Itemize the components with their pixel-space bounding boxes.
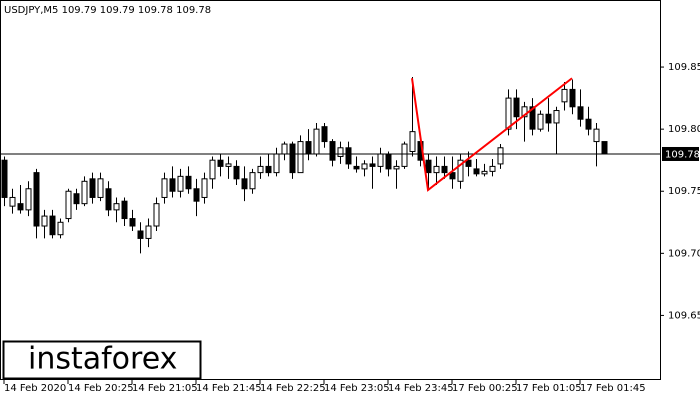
- candle-body: [553, 110, 560, 124]
- candle-body: [289, 143, 296, 174]
- candle-body: [401, 143, 408, 167]
- candle-body: [305, 141, 312, 155]
- candle-body: [361, 163, 368, 170]
- candle-body: [385, 153, 392, 170]
- candle-body: [249, 172, 256, 190]
- candle-body: [585, 118, 592, 130]
- candle-body: [57, 221, 64, 236]
- candle-body: [265, 165, 272, 174]
- y-tick-label: 109.70: [668, 248, 700, 259]
- x-tick-label: 17 Feb 01:05: [516, 383, 582, 394]
- candle-body: [153, 203, 160, 227]
- candle-body: [433, 165, 440, 174]
- candle-body: [281, 143, 288, 155]
- candle-body: [529, 106, 536, 130]
- candle-body: [25, 188, 32, 211]
- candle-body: [577, 106, 584, 120]
- candle-body: [177, 175, 184, 192]
- candle-body: [241, 178, 248, 190]
- candle-body: [97, 178, 104, 198]
- y-tick-label: 109.65: [668, 310, 700, 321]
- candle-body: [161, 178, 168, 198]
- candle-body: [81, 180, 88, 205]
- candle-body: [33, 172, 40, 227]
- candle-body: [73, 193, 80, 205]
- x-tick-label: 14 Feb 21:45: [196, 383, 262, 394]
- candle-body: [449, 172, 456, 180]
- candle-body: [105, 188, 112, 211]
- x-tick-label: 17 Feb 01:45: [580, 383, 646, 394]
- candle-body: [65, 190, 72, 220]
- candle-body: [489, 165, 496, 172]
- candle-body: [561, 88, 568, 103]
- candle-body: [201, 178, 208, 198]
- candle-body: [321, 126, 328, 143]
- candle-body: [329, 141, 336, 161]
- candle-body: [113, 203, 120, 211]
- candle-body: [313, 128, 320, 155]
- candle-body: [393, 165, 400, 170]
- candle-body: [137, 230, 144, 239]
- candle-body: [473, 168, 480, 175]
- watermark: instaforex: [28, 342, 177, 377]
- candle-body: [497, 147, 504, 165]
- candle-body: [193, 188, 200, 202]
- candle-body: [377, 153, 384, 167]
- candle-body: [41, 215, 48, 227]
- candle-body: [513, 97, 520, 118]
- candle-body: [225, 163, 232, 167]
- candle-body: [185, 175, 192, 190]
- watermark-box: [2, 340, 202, 380]
- current-price-label: 109.78: [665, 149, 700, 160]
- candle-body: [9, 196, 16, 207]
- candle-body: [505, 97, 512, 130]
- y-tick-label: 109.75: [668, 186, 700, 197]
- candle-body: [409, 131, 416, 153]
- x-tick-label: 14 Feb 2020: [4, 383, 66, 394]
- candle-body: [233, 165, 240, 180]
- candle-body: [297, 141, 304, 174]
- chart-title: USDJPY,M5 109.79 109.79 109.78 109.78: [4, 5, 211, 16]
- candle-body: [369, 163, 376, 167]
- pattern-line: [411, 77, 573, 192]
- candle-body: [481, 170, 488, 175]
- candle-body: [593, 128, 600, 143]
- candle-body: [121, 200, 128, 220]
- candle-body: [457, 159, 464, 182]
- x-tick-label: 14 Feb 22:25: [260, 383, 326, 394]
- candle-body: [465, 159, 472, 167]
- candle-body: [569, 88, 576, 108]
- candle-body: [209, 159, 216, 180]
- x-tick-label: 14 Feb 20:25: [68, 383, 134, 394]
- current-price-box: [662, 146, 699, 161]
- x-tick-label: 17 Feb 00:25: [452, 383, 518, 394]
- candle-body: [521, 106, 528, 118]
- x-tick-label: 14 Feb 23:45: [388, 383, 454, 394]
- y-tick-label: 109.85: [668, 62, 700, 73]
- candle-body: [1, 159, 8, 198]
- candle-body: [425, 159, 432, 174]
- candle-body: [89, 178, 96, 198]
- candle-body: [257, 165, 264, 174]
- candle-body: [17, 203, 24, 211]
- candle-body: [49, 215, 56, 236]
- candle-body: [441, 165, 448, 174]
- candle-body: [169, 178, 176, 192]
- y-tick-label: 109.80: [668, 124, 700, 135]
- x-tick-label: 14 Feb 21:05: [132, 383, 198, 394]
- candle-body: [129, 218, 136, 227]
- candle-body: [601, 141, 608, 155]
- candle-body: [217, 159, 224, 167]
- candle-body: [537, 113, 544, 130]
- candle-body: [545, 113, 552, 124]
- candle-body: [145, 225, 152, 239]
- candle-body: [353, 165, 360, 170]
- candle-body: [345, 147, 352, 165]
- x-tick-label: 14 Feb 23:05: [324, 383, 390, 394]
- candle-body: [273, 153, 280, 174]
- candle-body: [337, 147, 344, 157]
